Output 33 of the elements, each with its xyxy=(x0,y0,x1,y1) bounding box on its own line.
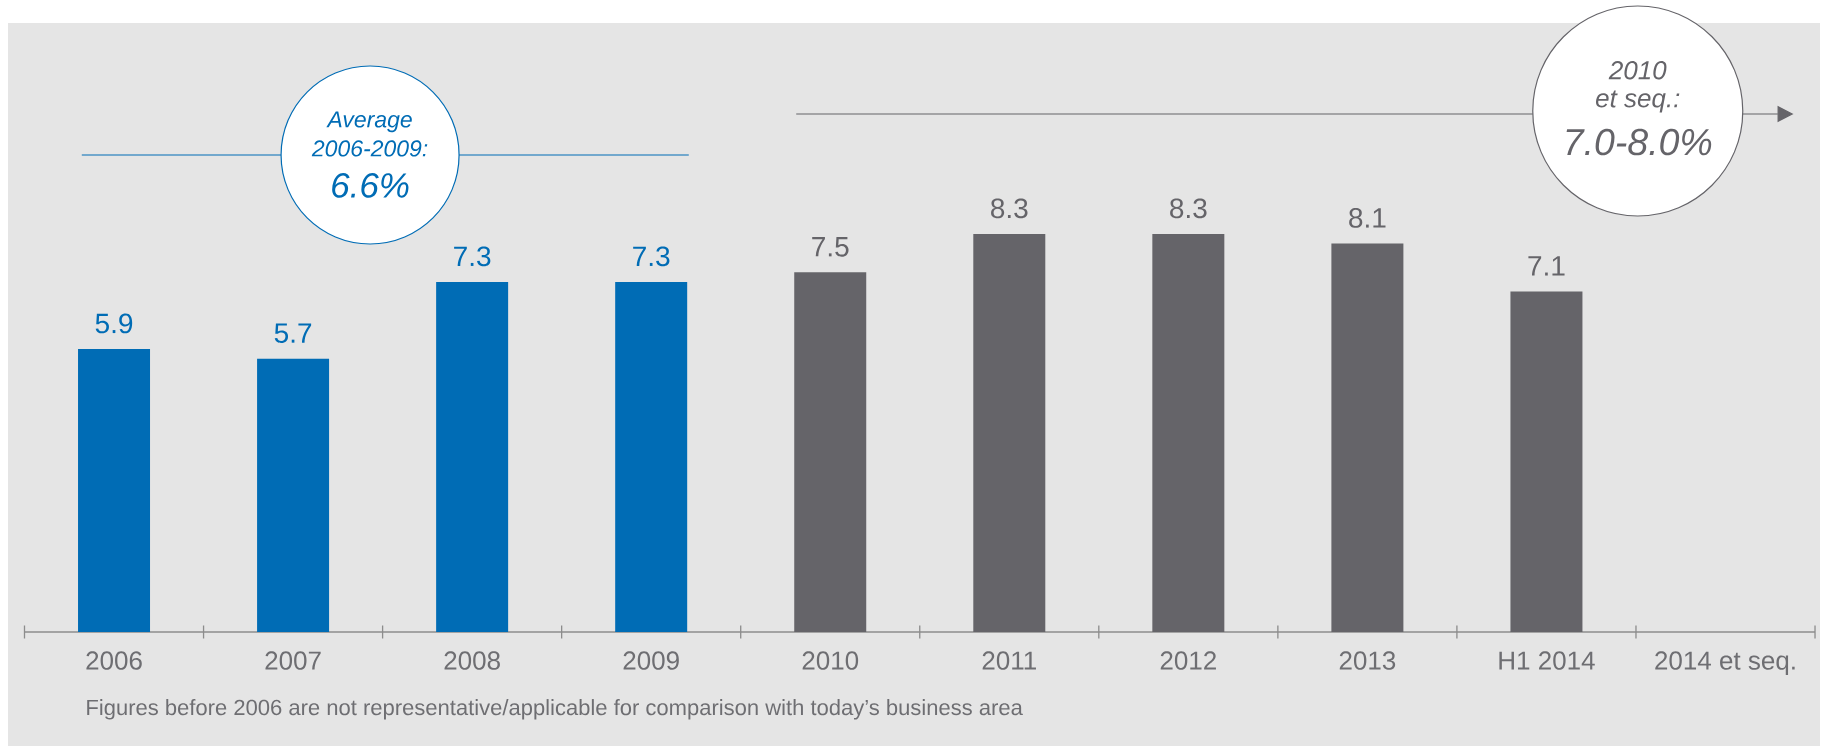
x-tick-label: 2009 xyxy=(623,651,679,670)
x-tick-label: H1 2014 xyxy=(1499,651,1595,670)
bar xyxy=(1152,233,1225,632)
bar xyxy=(615,281,688,632)
x-tick-label: 2010 xyxy=(802,651,859,670)
annotation: 7.0-8.0% xyxy=(1566,128,1712,156)
x-tick-label: 2011 xyxy=(982,651,1036,670)
x-tick-label: 2008 xyxy=(444,651,500,670)
x-tick-label: 2006 xyxy=(86,651,142,670)
bar xyxy=(973,233,1046,632)
data-label: 7.3 xyxy=(633,246,670,267)
x-tick-label: 2007 xyxy=(265,651,321,670)
bar xyxy=(78,349,151,632)
data-label: 8.1 xyxy=(1349,208,1386,228)
x-tick-label: 2013 xyxy=(1339,651,1396,670)
x-tick-label: 2012 xyxy=(1160,651,1216,670)
bar xyxy=(1331,243,1404,632)
data-label: 8.3 xyxy=(991,198,1028,219)
text: Figures before 2006 are not representative/applicable for comparison with today’s business area xyxy=(87,699,1023,720)
bar xyxy=(436,281,509,632)
data-label: 5.7 xyxy=(274,323,312,343)
annotation: Average 2006-2009: xyxy=(311,111,428,157)
annotation: 6.6% xyxy=(332,173,409,198)
bar xyxy=(794,272,867,632)
x-tick-label: 2014 et seq. xyxy=(1655,651,1795,675)
annotation: 2010 et seq.: xyxy=(1596,61,1680,113)
bar xyxy=(257,358,330,632)
data-label: 7.5 xyxy=(812,237,849,257)
data-label: 7.3 xyxy=(454,246,491,267)
data-label: 5.9 xyxy=(95,313,133,334)
data-label: 8.3 xyxy=(1170,198,1207,219)
data-label: 7.1 xyxy=(1528,256,1565,276)
bar xyxy=(1510,291,1583,632)
